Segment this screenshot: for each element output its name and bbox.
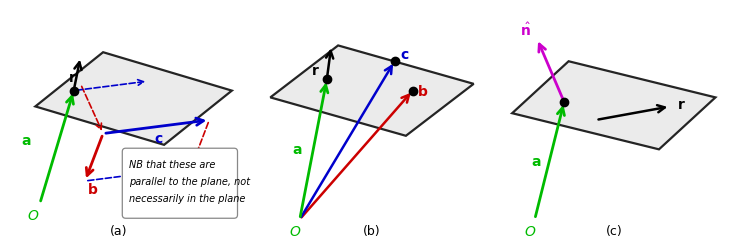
- Text: (a): (a): [110, 224, 128, 237]
- Polygon shape: [270, 46, 474, 136]
- Text: (b): (b): [363, 224, 381, 237]
- Polygon shape: [512, 62, 716, 150]
- Text: $\mathbf{b}$: $\mathbf{b}$: [87, 182, 98, 196]
- Text: $\mathbf{r}$: $\mathbf{r}$: [677, 98, 686, 112]
- Text: $\mathbf{c}$: $\mathbf{c}$: [400, 48, 409, 62]
- Text: (c): (c): [606, 224, 622, 237]
- FancyBboxPatch shape: [122, 148, 237, 218]
- Text: $\mathbf{r}$: $\mathbf{r}$: [68, 71, 77, 85]
- Text: $\mathbf{a}$: $\mathbf{a}$: [21, 134, 31, 148]
- Text: necessarily in the plane: necessarily in the plane: [129, 193, 246, 203]
- Text: parallel to the plane, not: parallel to the plane, not: [129, 176, 250, 186]
- Text: $\mathbf{r}$: $\mathbf{r}$: [311, 64, 320, 78]
- Text: $O$: $O$: [289, 224, 301, 238]
- Text: $\mathbf{a}$: $\mathbf{a}$: [530, 154, 541, 168]
- Text: $\mathbf{c}$: $\mathbf{c}$: [154, 132, 163, 145]
- Text: NB that these are: NB that these are: [129, 160, 216, 169]
- Text: $\hat{\mathbf{n}}$: $\hat{\mathbf{n}}$: [520, 22, 531, 39]
- Text: $O$: $O$: [524, 224, 536, 238]
- Text: $\mathbf{a}$: $\mathbf{a}$: [292, 143, 303, 157]
- Text: $O$: $O$: [27, 208, 39, 222]
- Text: $\mathbf{b}$: $\mathbf{b}$: [417, 84, 429, 99]
- Polygon shape: [35, 53, 232, 145]
